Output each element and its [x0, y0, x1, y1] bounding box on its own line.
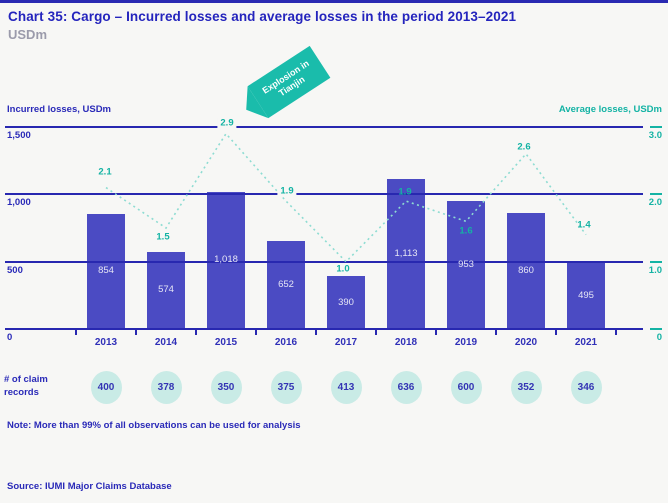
year-label-2017: 2017: [334, 337, 358, 348]
bar-value-label: 495: [578, 289, 594, 301]
bar-value-label: 1,018: [214, 254, 238, 266]
claim-count-badge-2014: 378: [150, 371, 182, 404]
x-axis-tick: [555, 329, 557, 335]
bar-value-label: 953: [458, 258, 474, 270]
year-label-2016: 2016: [274, 337, 298, 348]
bar-value-label: 1,113: [394, 248, 418, 260]
x-axis-tick: [435, 329, 437, 335]
claim-records-label: # of claim records: [4, 374, 48, 398]
claim-count-badge-2018: 636: [390, 371, 422, 404]
x-axis-tick: [495, 329, 497, 335]
claim-count-badge-2017: 413: [330, 371, 362, 404]
source-text: Source: IUMI Major Claims Database: [7, 481, 172, 492]
year-label-2020: 2020: [514, 337, 538, 348]
year-label-2018: 2018: [394, 337, 418, 348]
bar-2020: [507, 213, 545, 329]
x-axis-tick: [195, 329, 197, 335]
gridline-1,000: [5, 193, 643, 196]
x-axis-tick: [135, 329, 137, 335]
bar-2017: [327, 276, 365, 329]
x-axis-tick: [75, 329, 77, 335]
claim-count-badge-2019: 600: [450, 371, 482, 404]
avg-point-label-2017: 1.0: [336, 263, 350, 275]
claim-count-badge-2020: 352: [510, 371, 542, 404]
bar-2018: [387, 179, 425, 329]
bar-value-label: 390: [338, 296, 354, 308]
avg-point-label-2016: 1.9: [277, 185, 297, 197]
chart-unit-label: USDm: [8, 27, 48, 42]
bar-2019: [447, 200, 485, 329]
right-axis-tick: [650, 328, 662, 330]
bar-2013: [87, 213, 125, 329]
year-label-2015: 2015: [214, 337, 238, 348]
avg-point-label-2018: 1.9: [398, 186, 412, 198]
avg-point-label-2014: 1.5: [156, 231, 170, 243]
x-axis-tick: [375, 329, 377, 335]
bar-2014: [147, 251, 185, 329]
avg-point-label-2020: 2.6: [517, 141, 531, 153]
gridline-500: [5, 260, 643, 263]
left-axis-tick-label: 0: [7, 332, 13, 343]
avg-point-label-2021: 1.4: [577, 219, 591, 231]
x-axis-tick: [255, 329, 257, 335]
bar-value-label: 860: [518, 265, 534, 277]
avg-point-label-2015: 2.9: [217, 117, 237, 129]
right-axis-tick: [650, 260, 662, 263]
x-axis-tick: [315, 329, 317, 335]
left-axis-tick-label: 500: [7, 264, 23, 276]
chart-title: Chart 35: Cargo – Incurred losses and av…: [8, 9, 517, 24]
right-axis-tick: [650, 126, 662, 128]
claim-count-badge-2015: 350: [210, 371, 242, 404]
right-axis-tick-label: 2.0: [648, 197, 662, 209]
bar-2016: [267, 241, 305, 329]
year-label-2014: 2014: [154, 337, 178, 348]
left-axis-tick-label: 1,000: [7, 197, 31, 209]
avg-point-label-2013: 2.1: [98, 166, 112, 178]
year-label-2021: 2021: [574, 337, 598, 348]
year-label-2013: 2013: [94, 337, 118, 348]
note-text: Note: More than 99% of all observations …: [7, 420, 301, 431]
claim-count-badge-2013: 400: [90, 371, 122, 404]
bar-value-label: 652: [278, 279, 294, 291]
right-axis-tick: [650, 193, 662, 196]
right-axis-title: Average losses, USDm: [558, 104, 662, 115]
claim-count-badge-2021: 346: [570, 371, 602, 404]
right-axis-tick-label: 1.0: [648, 264, 662, 276]
bar-value-label: 574: [158, 284, 174, 296]
gridline-1,500: [5, 126, 643, 128]
left-axis-title: Incurred losses, USDm: [7, 104, 112, 115]
right-axis-tick-label: 3.0: [648, 130, 662, 141]
bar-2021: [567, 262, 605, 329]
year-label-2019: 2019: [454, 337, 478, 348]
bar-value-label: 854: [98, 265, 114, 277]
avg-point-label-2019: 1.6: [459, 225, 473, 237]
x-axis-line: [5, 328, 643, 330]
top-border-rule: [0, 0, 668, 3]
right-axis-tick-label: 0: [656, 332, 662, 343]
claim-count-badge-2016: 375: [270, 371, 302, 404]
bar-2015: [207, 191, 245, 329]
left-axis-tick-label: 1,500: [7, 130, 31, 141]
x-axis-tick: [615, 329, 617, 335]
